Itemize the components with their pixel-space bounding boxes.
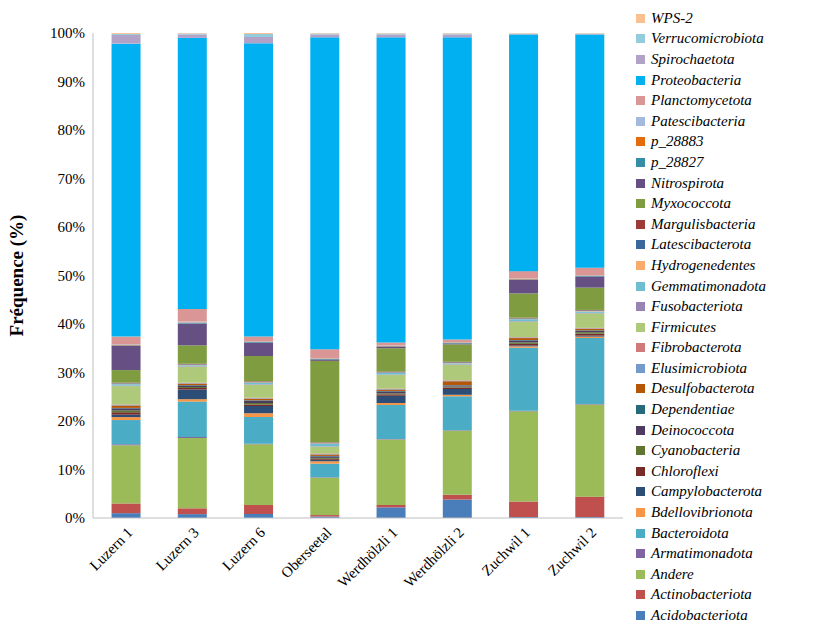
svg-text:30%: 30% [58, 365, 86, 381]
html-text:Bdellovibrionota: Bdellovibrionota [651, 504, 753, 520]
html-text:Hydrogenedentes: Hydrogenedentes [651, 256, 756, 273]
html-text:Proteobacteria: Proteobacteria [651, 71, 742, 88]
html-text:p_28827: p_28827 [651, 154, 704, 170]
html-text:Patescibacteria: Patescibacteria [651, 112, 746, 129]
html-text:Dependentiae: Dependentiae [651, 401, 735, 418]
html-text:Armatimonadota: Armatimonadota [651, 545, 753, 562]
svg-text:20%: 20% [58, 413, 86, 429]
svg-text:Werdhölzli 1: Werdhölzli 1 [335, 524, 401, 590]
html-text:p_28883: p_28883 [651, 133, 704, 150]
svg-text:40%: 40% [58, 316, 86, 332]
svg-text:Oberseetal: Oberseetal [278, 524, 335, 581]
html-text:Nitrospirota: Nitrospirota [651, 174, 725, 191]
svg-text:10%: 10% [58, 462, 86, 478]
html-text:Planctomycetota: Planctomycetota [651, 92, 752, 109]
html-text:Acidobacteriota: Acidobacteriota [651, 607, 748, 623]
svg-text:100%: 100% [50, 25, 85, 41]
html-text:Chloroflexi: Chloroflexi [651, 462, 719, 479]
svg-text:Fréquence (%): Fréquence (%) [8, 215, 28, 337]
svg-text:Werdhölzli 2: Werdhölzli 2 [401, 524, 467, 590]
html-text:Firmicutes: Firmicutes [651, 318, 716, 335]
html-text:Verrucomicrobiota: Verrucomicrobiota [651, 30, 764, 47]
svg-text:60%: 60% [58, 219, 86, 235]
html-text:Actinobacteriota: Actinobacteriota [651, 586, 752, 603]
html-text:Myxococcota: Myxococcota [651, 195, 731, 212]
svg-text:Luzern 1: Luzern 1 [86, 524, 135, 573]
html-text:Margulisbacteria: Margulisbacteria [651, 215, 756, 232]
html-text:Desulfobacterota: Desulfobacterota [651, 380, 755, 397]
svg-text:70%: 70% [58, 171, 86, 187]
svg-text:80%: 80% [58, 122, 86, 138]
html-text:Fusobacteriota: Fusobacteriota [651, 298, 743, 315]
svg-text:Zuchwil 2: Zuchwil 2 [545, 524, 600, 579]
html-text:Fibrobacterota: Fibrobacterota [651, 339, 742, 356]
html-text:Andere: Andere [651, 565, 694, 582]
html-text:Latescibacterota: Latescibacterota [651, 236, 752, 253]
html-text:Cyanobacteria: Cyanobacteria [651, 442, 741, 459]
html-text:Spirochaetota: Spirochaetota [651, 51, 735, 67]
html-text:Campylobacterota: Campylobacterota [651, 483, 763, 500]
svg-text:0%: 0% [65, 510, 85, 526]
html-text:Bacteroidota: Bacteroidota [651, 524, 729, 541]
html-text:Elusimicrobiota: Elusimicrobiota [651, 359, 748, 376]
svg-text:Luzern 6: Luzern 6 [219, 524, 269, 574]
svg-text:Luzern 3: Luzern 3 [153, 524, 202, 573]
svg-text:Zuchwil 1: Zuchwil 1 [479, 524, 534, 579]
html-text:Gemmatimonadota: Gemmatimonadota [651, 277, 766, 294]
html-text:Deinococcota: Deinococcota [651, 421, 735, 438]
svg-text:50%: 50% [58, 268, 86, 284]
svg-text:90%: 90% [58, 74, 86, 90]
html-text:WPS-2: WPS-2 [651, 9, 693, 26]
